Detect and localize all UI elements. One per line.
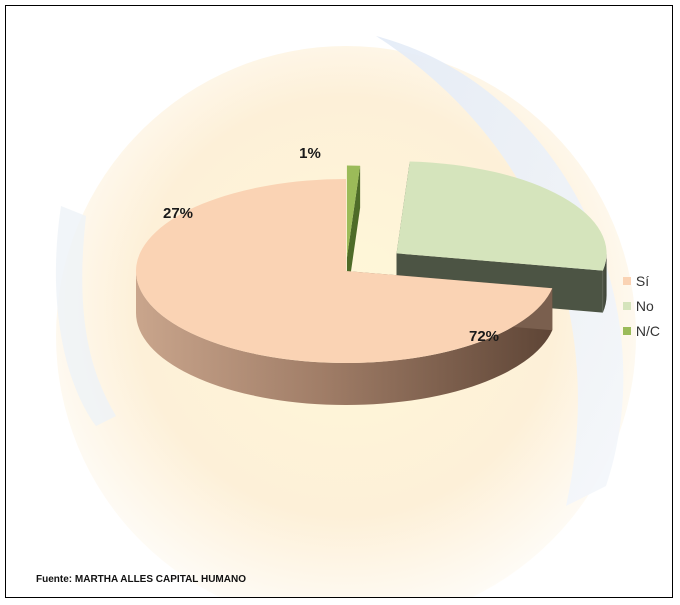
legend-item-nc: N/C: [622, 318, 660, 343]
data-label-nc: 1%: [299, 145, 321, 162]
legend-label-no: No: [635, 297, 654, 314]
legend-swatch-nc: [622, 326, 631, 335]
legend-label-nc: N/C: [635, 322, 660, 339]
legend-label-si: Sí: [635, 272, 650, 289]
data-label-si: 72%: [469, 328, 499, 345]
data-label-no: 27%: [163, 205, 193, 222]
pie-slice-nc: [346, 165, 361, 300]
pie-slices: [136, 161, 607, 406]
pie-cut-face-nc-0: [346, 165, 361, 300]
source-note: Fuente: MARTHA ALLES CAPITAL HUMANO: [36, 574, 246, 585]
legend-item-si: Sí: [622, 268, 660, 293]
pie-side-no: [602, 253, 607, 313]
pie-chart: 72% 27% 1%: [55, 36, 636, 597]
pie-slice-si: [136, 179, 553, 406]
legend-item-no: No: [622, 293, 660, 318]
chart-frame: 72% 27% 1% Sí No N/C Fuente: MARTHA ALLES …: [5, 5, 673, 598]
legend-swatch-si: [622, 276, 631, 285]
pie-top-si: [136, 179, 553, 364]
pie-top-no: [396, 161, 607, 271]
data-labels: 72% 27% 1%: [163, 145, 499, 345]
pie-top-nc: [346, 165, 361, 258]
pie-side-si: [136, 271, 553, 406]
legend: Sí No N/C: [622, 268, 660, 343]
legend-swatch-no: [622, 301, 631, 310]
